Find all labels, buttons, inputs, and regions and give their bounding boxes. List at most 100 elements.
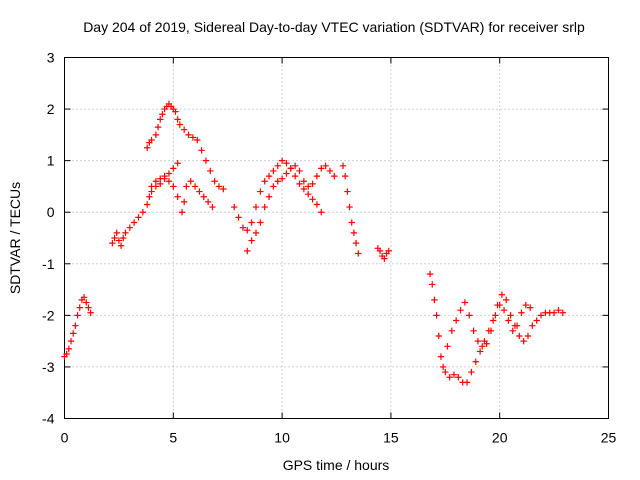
data-point xyxy=(291,172,299,180)
data-point xyxy=(524,332,532,340)
data-point xyxy=(555,307,562,314)
data-point xyxy=(154,123,162,131)
data-point xyxy=(122,229,129,237)
data-point xyxy=(202,157,210,164)
data-point xyxy=(261,178,268,185)
data-point xyxy=(172,108,179,115)
data-point xyxy=(63,350,70,358)
data-point xyxy=(322,162,329,169)
data-point xyxy=(239,224,247,231)
data-point xyxy=(450,371,458,378)
data-point xyxy=(313,172,321,180)
data-point xyxy=(518,309,525,316)
data-point xyxy=(355,250,362,257)
data-point xyxy=(452,317,460,324)
data-point xyxy=(135,214,142,221)
data-point xyxy=(115,237,123,244)
data-point xyxy=(143,201,151,208)
data-point xyxy=(431,296,438,304)
data-point xyxy=(170,183,177,190)
data-point xyxy=(342,172,349,180)
plot-frame xyxy=(64,57,609,419)
data-point xyxy=(500,307,508,314)
data-point xyxy=(189,134,197,141)
data-point xyxy=(209,203,216,211)
data-point xyxy=(87,309,94,316)
data-point xyxy=(74,312,81,319)
data-point xyxy=(470,327,477,335)
y-tick-label: 0 xyxy=(47,204,55,220)
data-point xyxy=(339,162,347,169)
data-point xyxy=(305,183,312,190)
data-point xyxy=(274,178,281,185)
x-tick-label: 0 xyxy=(61,430,69,446)
data-point xyxy=(283,170,290,177)
data-point xyxy=(143,144,151,151)
data-point xyxy=(489,317,497,324)
data-point xyxy=(146,193,153,200)
data-point xyxy=(252,203,260,211)
data-point xyxy=(211,178,218,185)
data-point xyxy=(505,317,512,324)
data-point xyxy=(200,193,207,200)
data-point xyxy=(161,172,168,180)
data-point xyxy=(483,340,490,347)
data-point xyxy=(270,167,277,175)
data-point xyxy=(178,209,186,216)
data-point xyxy=(296,167,303,175)
data-point xyxy=(309,180,316,188)
data-point xyxy=(300,178,308,185)
data-point xyxy=(198,147,205,154)
data-point xyxy=(130,219,138,226)
data-point xyxy=(174,116,181,123)
data-point xyxy=(516,332,523,340)
data-point xyxy=(72,322,79,329)
data-point xyxy=(296,180,303,188)
x-tick-label: 10 xyxy=(274,430,290,446)
data-point xyxy=(331,172,338,180)
data-point xyxy=(148,136,155,144)
data-point xyxy=(455,374,462,381)
data-point xyxy=(126,224,133,231)
data-point xyxy=(352,239,360,247)
data-point xyxy=(309,196,316,203)
y-tick-label: 2 xyxy=(47,101,55,117)
data-point xyxy=(550,309,558,316)
data-point xyxy=(526,304,534,311)
data-point xyxy=(520,337,527,345)
data-point xyxy=(461,299,469,306)
data-point xyxy=(244,227,251,234)
y-tick-label: -1 xyxy=(42,256,55,272)
data-point xyxy=(70,330,77,337)
data-point xyxy=(492,312,499,319)
data-point xyxy=(111,234,118,242)
data-point xyxy=(278,175,286,182)
data-point xyxy=(80,294,88,301)
y-tick-label: -3 xyxy=(42,359,55,375)
data-point xyxy=(274,162,281,169)
data-point xyxy=(283,160,290,167)
grid xyxy=(64,57,609,419)
data-point xyxy=(257,188,264,195)
data-point xyxy=(448,327,456,335)
data-point xyxy=(220,185,227,193)
data-point xyxy=(313,201,321,208)
data-point xyxy=(350,229,358,237)
data-point xyxy=(318,209,325,216)
data-point xyxy=(433,312,440,319)
data-point xyxy=(300,185,308,193)
data-point xyxy=(537,312,545,319)
data-point xyxy=(231,203,238,211)
data-point xyxy=(444,343,451,350)
data-point xyxy=(183,183,190,190)
data-point xyxy=(513,322,521,329)
data-point xyxy=(152,131,160,139)
data-point xyxy=(457,307,464,314)
data-point xyxy=(117,242,125,249)
data-point xyxy=(176,121,184,128)
y-tick-label: 1 xyxy=(47,153,55,169)
data-point xyxy=(67,337,75,345)
data-point xyxy=(466,312,473,319)
